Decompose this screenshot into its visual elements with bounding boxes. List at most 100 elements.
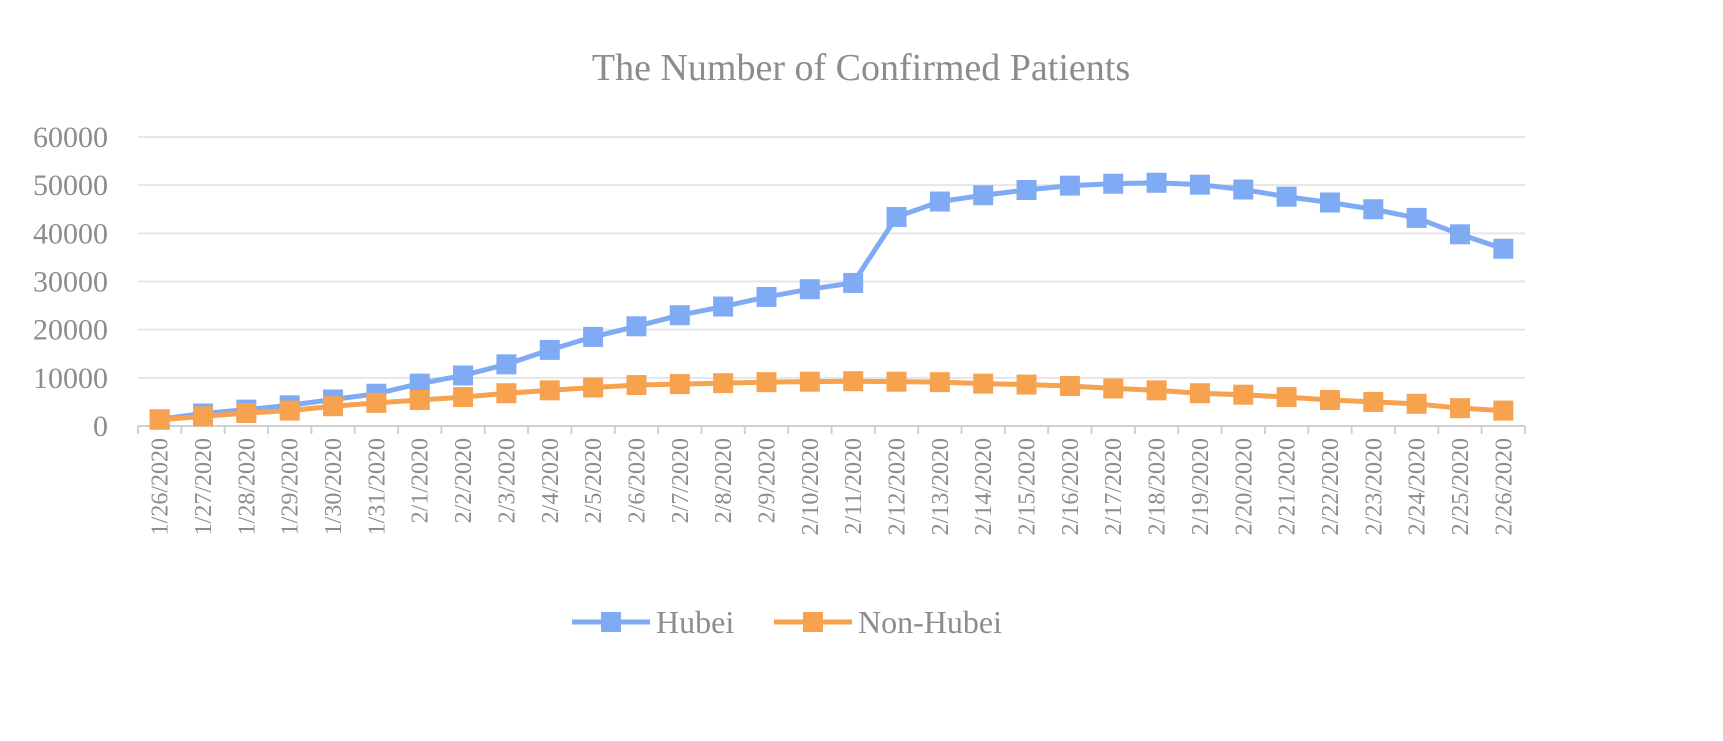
data-point-non-hubei: [1406, 393, 1427, 414]
x-tick-label: 2/25/2020: [1448, 438, 1474, 535]
data-point-hubei: [1406, 207, 1427, 228]
data-point-non-hubei: [496, 383, 517, 404]
data-point-non-hubei: [453, 387, 474, 408]
y-tick-label: 20000: [33, 314, 108, 347]
data-point-hubei: [886, 206, 907, 227]
x-tick-label: 2/6/2020: [624, 438, 650, 523]
data-point-hubei: [1449, 224, 1470, 245]
data-point-non-hubei: [1319, 389, 1340, 410]
x-tick-label: 2/11/2020: [841, 438, 867, 534]
data-point-non-hubei: [1146, 380, 1167, 401]
data-point-non-hubei: [1016, 374, 1037, 395]
data-point-hubei: [973, 185, 994, 206]
x-tick-label: 2/4/2020: [538, 438, 564, 523]
data-point-non-hubei: [843, 371, 864, 392]
y-tick-label: 30000: [33, 266, 108, 299]
x-tick-label: 1/31/2020: [364, 438, 390, 535]
gridlines: [138, 136, 1525, 427]
data-point-hubei: [756, 286, 777, 307]
y-tick-label: 50000: [33, 169, 108, 202]
data-point-hubei: [669, 305, 690, 326]
x-tick-label: 1/26/2020: [148, 438, 174, 535]
x-tick-label: 2/1/2020: [408, 438, 434, 523]
x-tick-label: 2/19/2020: [1188, 438, 1214, 535]
data-point-non-hubei: [583, 377, 604, 398]
y-axis-ticks: 0 10000 20000 30000 40000 50000 60000: [33, 121, 108, 443]
data-point-non-hubei: [539, 380, 560, 401]
data-point-hubei: [799, 279, 820, 300]
data-point-non-hubei: [193, 406, 214, 427]
x-tick-label: 2/14/2020: [971, 438, 997, 535]
x-tick-label: 1/29/2020: [278, 438, 304, 535]
legend-label: Non-Hubei: [858, 604, 1002, 640]
data-point-non-hubei: [973, 373, 994, 394]
data-point-hubei: [1059, 175, 1080, 196]
data-point-non-hubei: [1276, 387, 1297, 408]
data-point-non-hubei: [669, 374, 690, 395]
x-tick-label: 2/22/2020: [1318, 438, 1344, 535]
data-point-non-hubei: [929, 372, 950, 393]
data-point-hubei: [496, 354, 517, 375]
data-point-non-hubei: [713, 373, 734, 394]
data-point-hubei: [929, 191, 950, 212]
data-point-non-hubei: [886, 371, 907, 392]
data-point-non-hubei: [626, 375, 647, 396]
y-tick-label: 10000: [33, 362, 108, 395]
x-tick-label: 1/30/2020: [321, 438, 347, 535]
data-point-hubei: [583, 326, 604, 347]
series-layer: [149, 172, 1514, 430]
x-tick-label: 2/2/2020: [451, 438, 477, 523]
data-point-hubei: [1363, 199, 1384, 220]
data-point-non-hubei: [409, 389, 430, 410]
legend: Hubei Non-Hubei: [572, 604, 1002, 640]
data-point-hubei: [1493, 238, 1514, 259]
data-point-non-hubei: [279, 400, 300, 421]
x-tick-label: 2/5/2020: [581, 438, 607, 523]
legend-marker: [601, 612, 621, 632]
data-point-non-hubei: [323, 396, 344, 417]
data-point-hubei: [1276, 186, 1297, 207]
x-tick-label: 2/24/2020: [1405, 438, 1431, 535]
data-point-hubei: [1233, 179, 1254, 200]
x-tick-label: 2/13/2020: [928, 438, 954, 535]
data-point-non-hubei: [236, 402, 257, 423]
data-point-hubei: [539, 339, 560, 360]
data-point-hubei: [1103, 173, 1124, 194]
data-point-non-hubei: [1493, 400, 1514, 421]
data-point-hubei: [1319, 192, 1340, 213]
x-tick-label: 1/28/2020: [234, 438, 260, 535]
x-tick-label: 1/27/2020: [191, 438, 217, 535]
data-point-non-hubei: [1059, 376, 1080, 397]
x-tick-label: 2/17/2020: [1101, 438, 1127, 535]
data-point-hubei: [1146, 172, 1167, 193]
chart-title: The Number of Confirmed Patients: [592, 47, 1130, 89]
x-tick-label: 2/8/2020: [711, 438, 737, 523]
data-point-hubei: [1016, 179, 1037, 200]
x-tick-label: 2/21/2020: [1275, 438, 1301, 535]
legend-label: Hubei: [656, 604, 734, 640]
data-point-hubei: [453, 365, 474, 386]
series-line-non-hubei: [159, 378, 1504, 423]
x-tick-label: 2/12/2020: [885, 438, 911, 535]
x-tick-label: 2/7/2020: [668, 438, 694, 523]
x-tick-label: 2/10/2020: [798, 438, 824, 535]
data-point-non-hubei: [1449, 398, 1470, 419]
data-point-non-hubei: [149, 409, 170, 430]
data-point-non-hubei: [366, 392, 387, 413]
y-tick-label: 0: [93, 410, 108, 443]
data-point-hubei: [1189, 174, 1210, 195]
x-axis: 1/26/2020 1/27/2020 1/28/2020 1/29/2020 1/30…: [137, 426, 1526, 535]
legend-marker: [803, 612, 823, 632]
x-tick-label: 2/23/2020: [1361, 438, 1387, 535]
x-tick-label: 2/15/2020: [1015, 438, 1041, 535]
data-point-hubei: [843, 272, 864, 293]
data-point-non-hubei: [1189, 383, 1210, 404]
data-point-non-hubei: [756, 372, 777, 393]
data-point-non-hubei: [1103, 378, 1124, 399]
data-point-hubei: [409, 373, 430, 394]
data-point-non-hubei: [1233, 384, 1254, 405]
y-tick-label: 40000: [33, 217, 108, 250]
data-point-hubei: [626, 316, 647, 337]
y-tick-label: 60000: [33, 121, 108, 154]
